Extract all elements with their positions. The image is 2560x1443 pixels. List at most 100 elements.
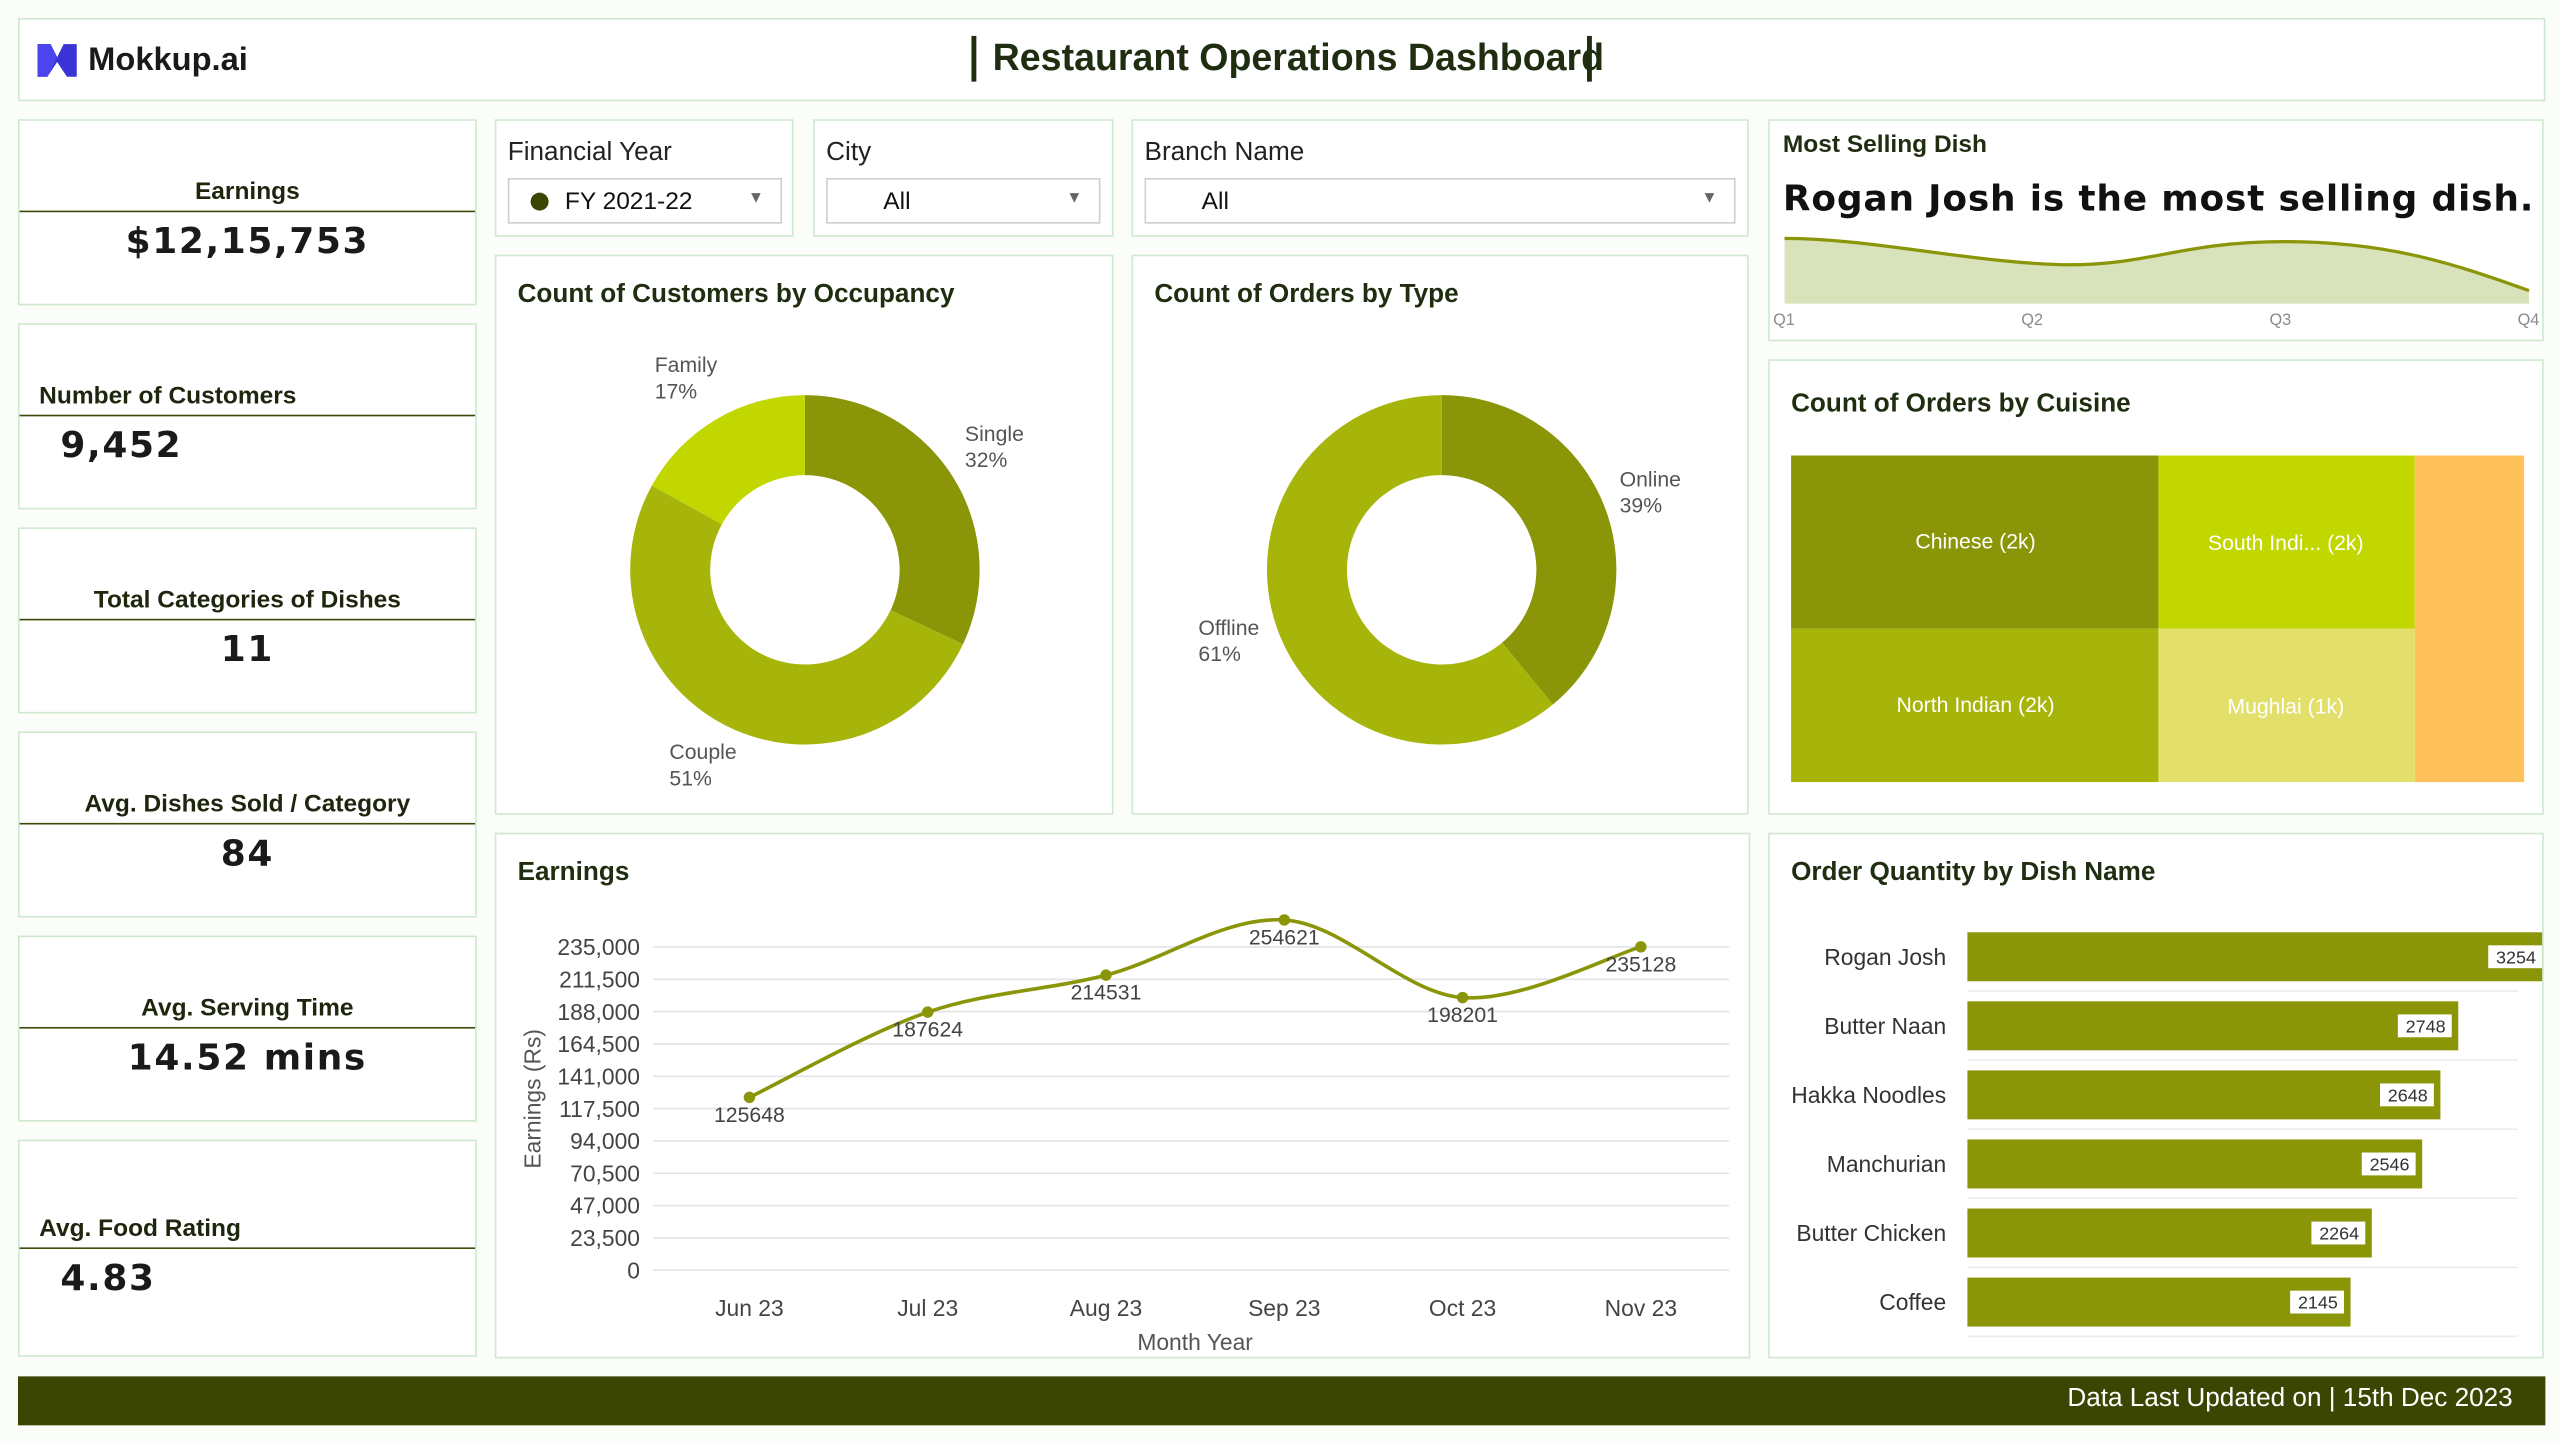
sparkline-area — [1784, 238, 2530, 304]
quarter-label: Q4 — [2518, 311, 2540, 329]
slice-label-single: Single — [965, 423, 1024, 446]
bar-category-label: Rogan Josh — [1824, 944, 1946, 970]
slice-couple[interactable] — [630, 485, 963, 745]
data-label: 125648 — [714, 1104, 785, 1127]
kpi-divider — [19, 1247, 476, 1250]
data-point[interactable] — [1635, 941, 1647, 953]
y-tick-label: 0 — [627, 1257, 640, 1283]
dropdown-value: FY 2021-22 — [564, 187, 693, 216]
earnings-line-chart: 0 23,500 47,000 70,500 94,000 117,500 141,000 1… — [519, 914, 1730, 1355]
filter-label: Branch Name — [1144, 138, 1305, 167]
order-type-chart-card: Count of Orders by Type Online 39% Offli… — [1131, 254, 1749, 815]
x-tick-label: Oct 23 — [1429, 1295, 1496, 1321]
kpi-card-dishes-sold: Avg. Dishes Sold / Category 84 — [17, 731, 477, 918]
data-label: 198201 — [1427, 1004, 1498, 1027]
slice-label-couple: Couple — [669, 741, 736, 764]
treemap-cell-chinese[interactable] — [1791, 455, 2159, 629]
kpi-divider — [19, 822, 476, 825]
y-tick-label: 141,000 — [557, 1063, 640, 1089]
bar-value-bg — [2488, 945, 2543, 969]
most-selling-text: Rogan Josh is the most selling dish. — [1782, 179, 2535, 221]
slice-family[interactable] — [651, 395, 805, 525]
kpi-card-categories: Total Categories of Dishes 11 — [17, 527, 477, 714]
city-dropdown[interactable]: All ▼ — [826, 177, 1101, 224]
treemap-cell-north-indian[interactable] — [1791, 628, 2159, 783]
y-tick-label: 188,000 — [557, 999, 640, 1025]
bar[interactable] — [1967, 1001, 2459, 1051]
branch-dropdown[interactable]: All ▼ — [1144, 177, 1736, 224]
bar[interactable] — [1967, 1277, 2351, 1327]
filter-branch: Branch Name All ▼ — [1131, 119, 1749, 237]
slice-label-online: Online — [1620, 469, 1681, 492]
treemap-cell-south-indian[interactable] — [2158, 455, 2415, 629]
chart-title: Count of Orders by Cuisine — [1791, 390, 2131, 418]
x-tick-label: Nov 23 — [1605, 1295, 1677, 1321]
quarter-label: Q1 — [1773, 311, 1795, 329]
kpi-label: Avg. Dishes Sold / Category — [84, 790, 411, 818]
kpi-value: 14.52 mins — [127, 1038, 367, 1080]
occupancy-chart-card: Count of Customers by Occupancy Family 1… — [494, 254, 1114, 815]
data-point[interactable] — [1100, 969, 1112, 981]
dish-quantity-chart-card: Order Quantity by Dish Name Rogan Josh 32… — [1768, 832, 2544, 1359]
bar-category-label: Hakka Noodles — [1791, 1082, 1946, 1108]
financial-year-dropdown[interactable]: FY 2021-22 ▼ — [507, 177, 783, 224]
data-point[interactable] — [1456, 991, 1469, 1004]
slice-label-offline: Offline — [1198, 617, 1259, 640]
data-point[interactable] — [921, 1006, 934, 1018]
data-label: 254621 — [1249, 926, 1320, 949]
quarter-label: Q3 — [2269, 311, 2291, 329]
kpi-value: 9,452 — [60, 426, 183, 467]
occupancy-donut-chart: Family 17% Single 32% Couple 51% — [630, 354, 1024, 790]
treemap-cell-other[interactable] — [2414, 455, 2525, 783]
order-type-donut-chart: Online 39% Offline 61% — [1198, 395, 1681, 745]
kpi-value: 4.83 — [60, 1258, 156, 1300]
data-label: 214531 — [1071, 982, 1142, 1005]
filter-label: Financial Year — [507, 138, 672, 167]
dish-quantity-bar-chart: Rogan Josh 3254 Butter Naan 2748 Hakka Noodl… — [1791, 932, 2543, 1338]
chevron-down-icon: ▼ — [747, 189, 765, 208]
y-tick-label: 47,000 — [570, 1193, 640, 1219]
kpi-card-customers: Number of Customers 9,452 — [17, 323, 477, 510]
bar-value-label: 2264 — [2319, 1224, 2359, 1244]
chart-title: Count of Customers by Occupancy — [517, 280, 955, 309]
chart-title: Order Quantity by Dish Name — [1791, 858, 2156, 887]
page-title: Restaurant Operations Dashboard — [992, 35, 1605, 79]
bar-category-label: Coffee — [1879, 1289, 1946, 1315]
bar[interactable] — [1967, 932, 2543, 982]
footer-bar: Data Last Updated on | 15th Dec 2023 — [17, 1376, 2546, 1426]
bar-value-bg — [2311, 1221, 2366, 1245]
earnings-series-line — [748, 918, 1642, 1100]
data-point[interactable] — [1278, 914, 1290, 926]
slice-offline[interactable] — [1266, 395, 1554, 745]
bar[interactable] — [1967, 1070, 2441, 1120]
y-tick-label: 94,000 — [570, 1128, 640, 1154]
data-point[interactable] — [743, 1091, 756, 1104]
treemap-label-mughlai: Mughlai (1k) — [2227, 695, 2344, 718]
selected-dot-icon — [530, 192, 549, 211]
kpi-divider — [19, 1026, 476, 1029]
bar[interactable] — [1967, 1208, 2372, 1258]
x-tick-label: Sep 23 — [1248, 1295, 1320, 1321]
y-tick-label: 211,500 — [559, 966, 640, 992]
slice-online[interactable] — [1441, 395, 1617, 705]
treemap-label-north-indian: North Indian (2k) — [1897, 694, 2055, 717]
y-axis-label: Earnings (Rs) — [519, 1029, 545, 1169]
slice-single[interactable] — [804, 395, 980, 645]
y-tick-label: 117,500 — [559, 1096, 640, 1122]
bar-category-label: Butter Chicken — [1796, 1220, 1946, 1246]
kpi-label: Avg. Serving Time — [141, 994, 354, 1023]
bar[interactable] — [1967, 1139, 2423, 1189]
kpi-label: Number of Customers — [39, 382, 297, 410]
most-selling-sparkline: Q1 Q2 Q3 Q4 — [1773, 236, 2540, 329]
chart-title: Count of Orders by Type — [1154, 280, 1459, 309]
kpi-divider — [19, 210, 476, 213]
data-label: 187624 — [892, 1019, 963, 1042]
kpi-label: Earnings — [194, 177, 300, 206]
treemap-cell-mughlai[interactable] — [2158, 628, 2415, 783]
mokkup-logo-icon — [37, 44, 77, 77]
bar-value-label: 3254 — [2496, 947, 2536, 967]
bar-value-label: 2145 — [2298, 1293, 2338, 1313]
slice-pct-couple: 51% — [669, 767, 712, 790]
y-tick-label: 70,500 — [570, 1160, 640, 1186]
